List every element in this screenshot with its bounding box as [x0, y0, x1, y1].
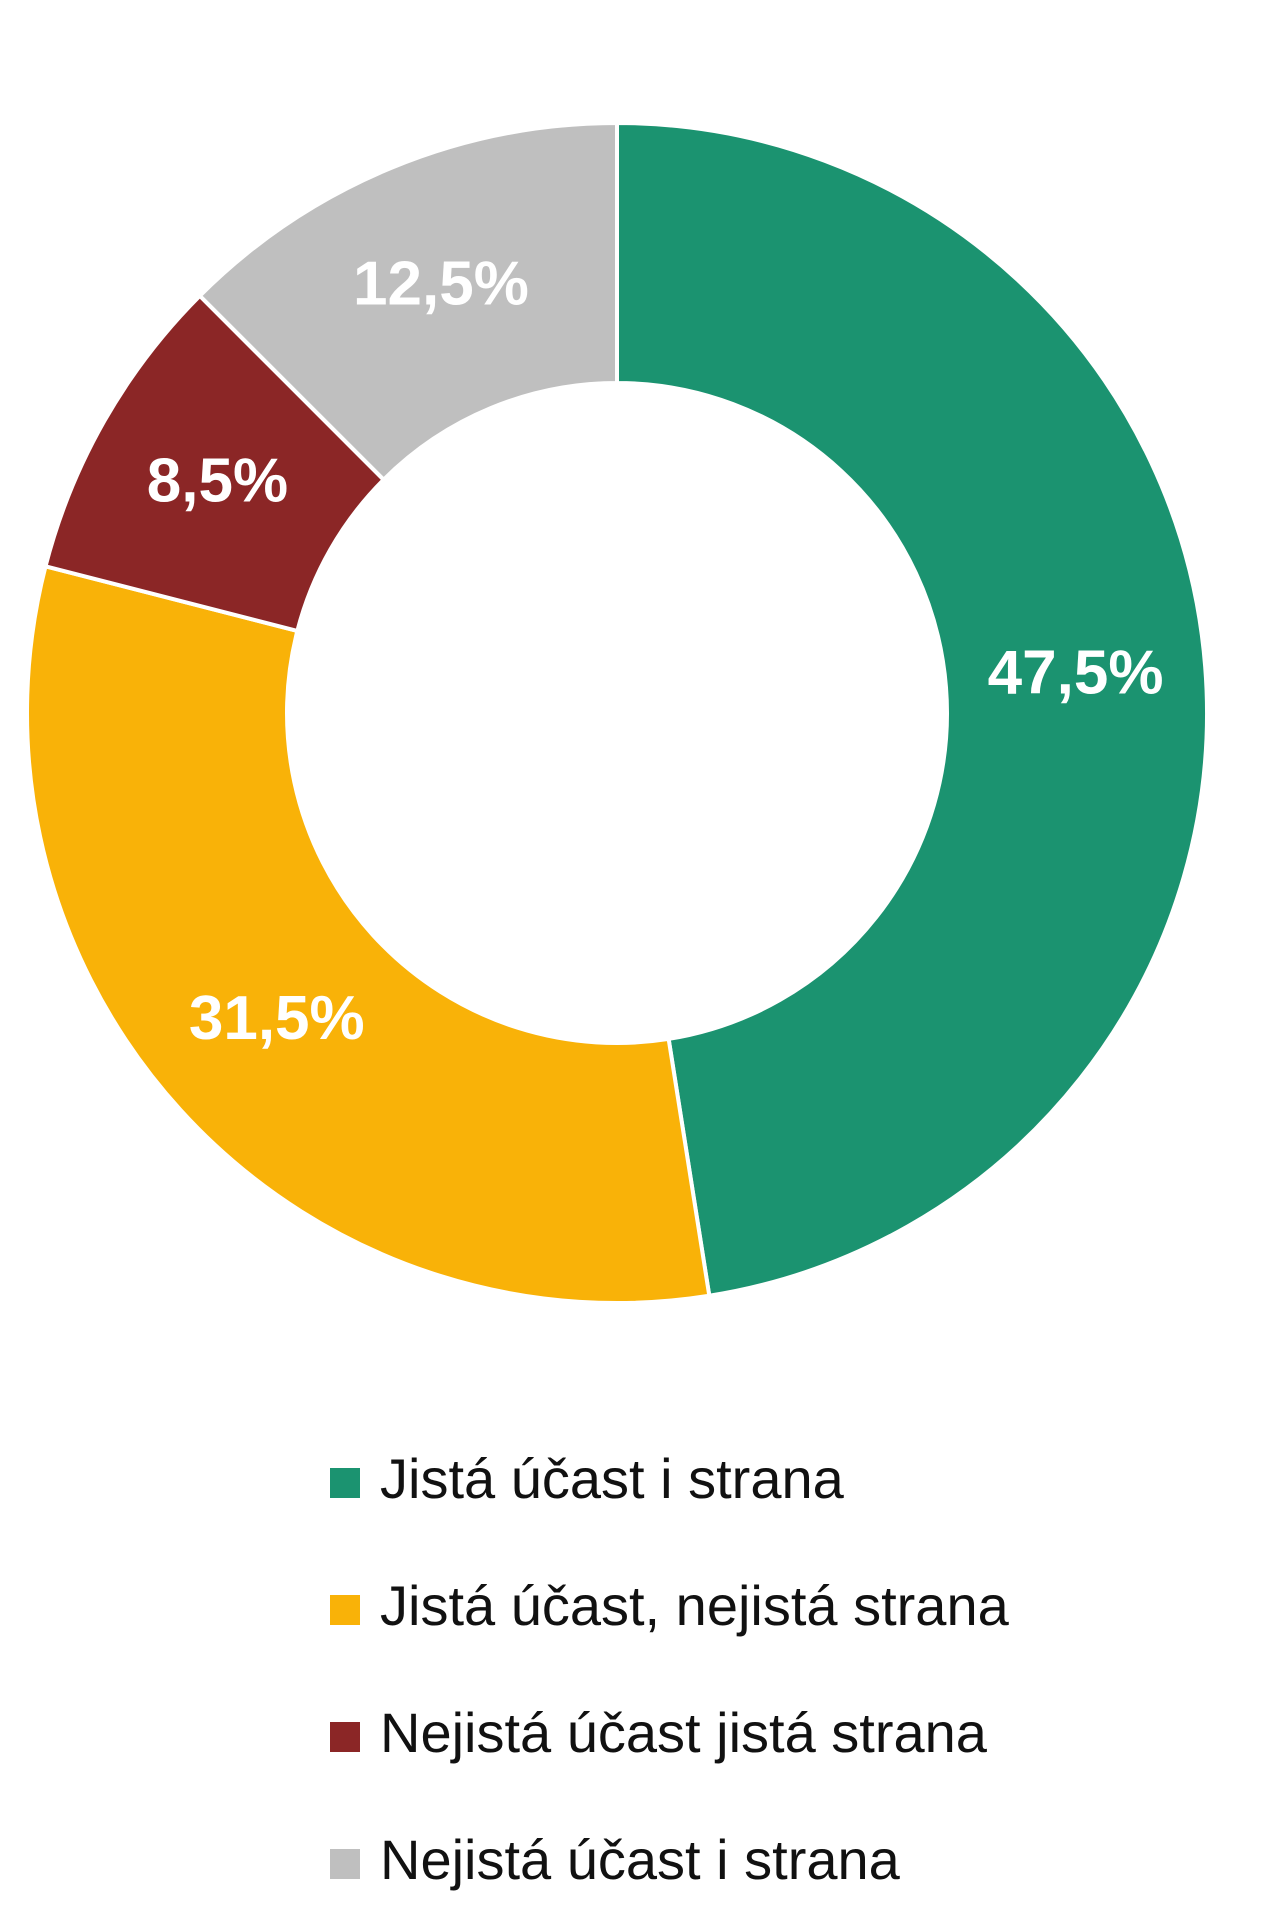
legend-label: Nejistá účast i strana — [380, 1828, 901, 1891]
legend-swatch — [330, 1595, 360, 1625]
value-label: 47,5% — [988, 638, 1164, 707]
legend-label: Jistá účast i strana — [380, 1447, 845, 1510]
donut-segment — [196, 120, 619, 483]
legend-swatch — [330, 1722, 360, 1752]
value-label: 31,5% — [189, 984, 365, 1053]
legend-label: Nejistá účast jistá strana — [380, 1701, 988, 1764]
legend-swatch — [330, 1849, 360, 1879]
value-label: 12,5% — [353, 249, 529, 318]
value-label: 8,5% — [147, 446, 288, 515]
legend-swatch — [330, 1468, 360, 1498]
donut-segment — [25, 563, 712, 1305]
legend-label: Jistá účast, nejistá strana — [380, 1574, 1010, 1637]
donut-segment — [615, 120, 1210, 1299]
